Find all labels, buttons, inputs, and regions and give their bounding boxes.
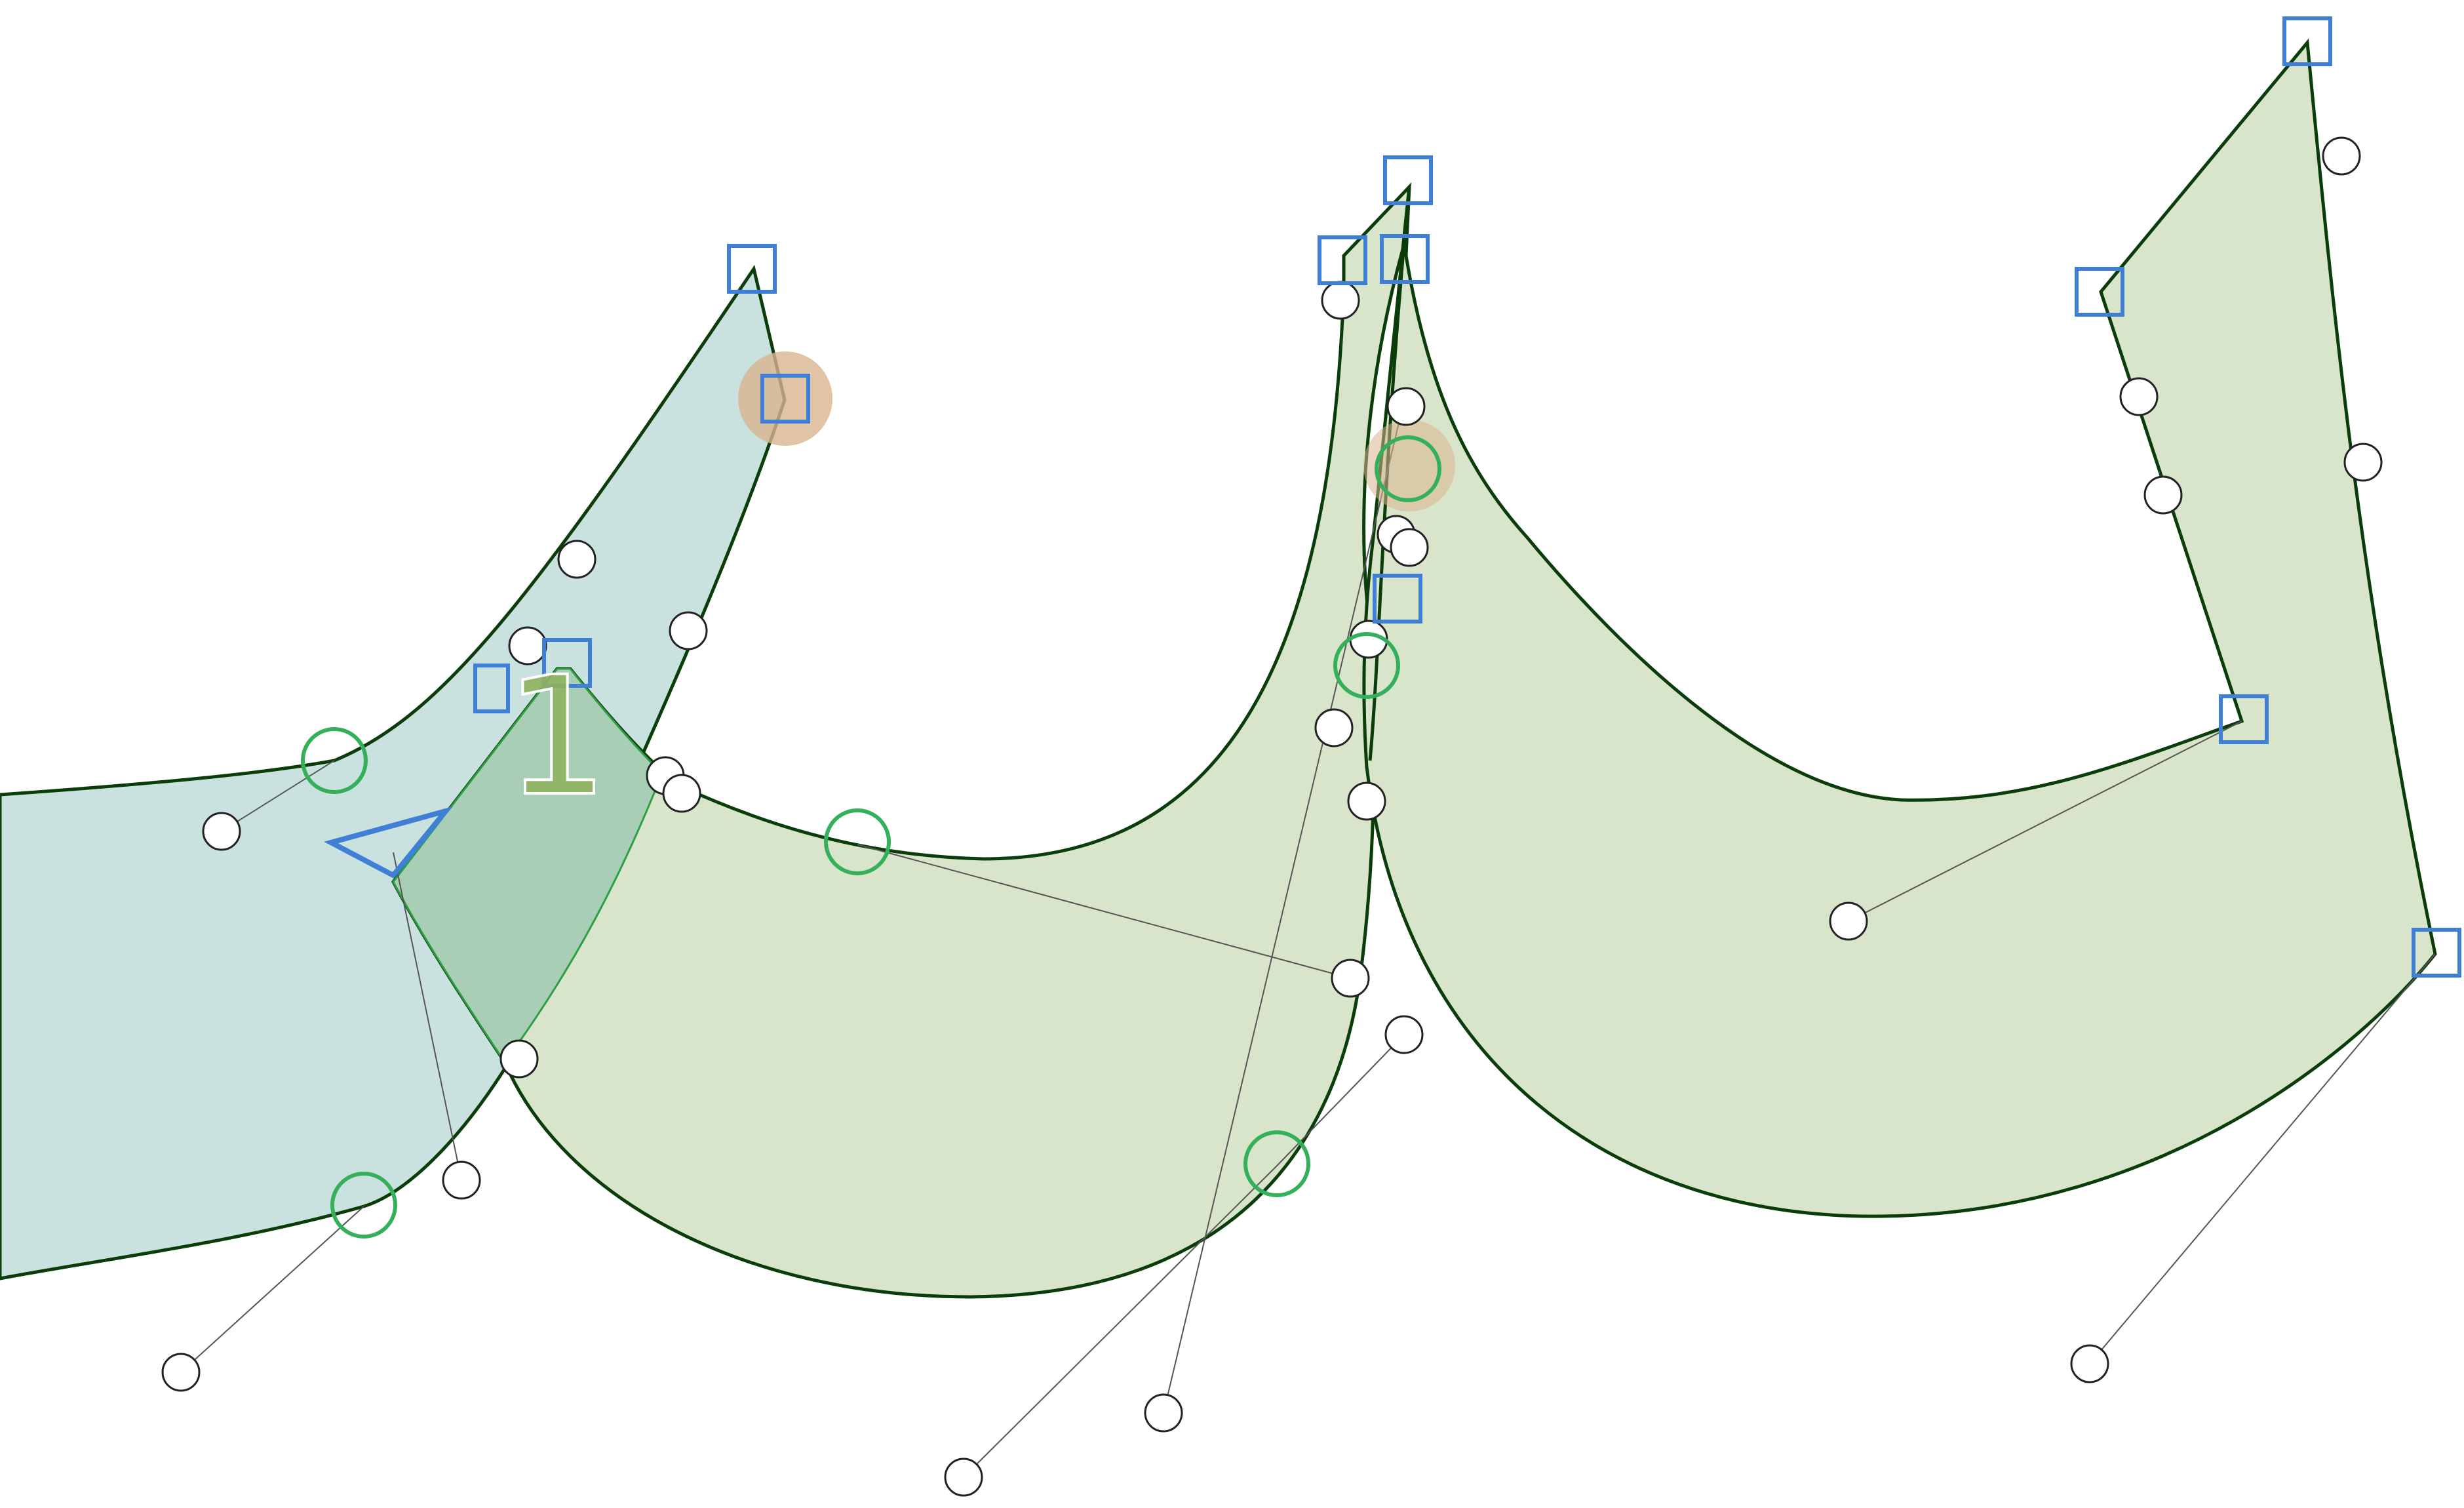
- overlap-region: [392, 667, 663, 1064]
- smooth-point[interactable]: [1375, 435, 1441, 502]
- control-point[interactable]: [1144, 1393, 1183, 1433]
- handle-lines: [180, 406, 2436, 1478]
- corner-point[interactable]: [2412, 928, 2461, 978]
- control-point[interactable]: [2322, 136, 2361, 176]
- control-point[interactable]: [1347, 782, 1386, 821]
- contour-index-label: 1: [505, 641, 609, 832]
- contour-c-fill[interactable]: [1362, 38, 2437, 1218]
- smooth-point[interactable]: [824, 808, 891, 875]
- corner-point[interactable]: [473, 664, 510, 713]
- smooth-point[interactable]: [301, 727, 368, 794]
- corner-point[interactable]: [2219, 694, 2269, 744]
- corner-point[interactable]: [1380, 234, 1430, 284]
- control-points[interactable]: [161, 136, 2383, 1497]
- corner-point[interactable]: [1383, 155, 1433, 205]
- corner-points[interactable]: [473, 16, 2461, 978]
- smooth-points[interactable]: [301, 435, 1441, 1239]
- control-point[interactable]: [2143, 475, 2183, 515]
- control-point[interactable]: [2070, 1344, 2109, 1383]
- triangle-direction-icon: [324, 806, 454, 879]
- control-point[interactable]: [2119, 377, 2159, 416]
- corner-point[interactable]: [2075, 267, 2124, 317]
- corner-point[interactable]: [542, 638, 592, 688]
- corner-point[interactable]: [727, 244, 777, 294]
- control-point[interactable]: [1384, 1015, 1424, 1054]
- corner-point[interactable]: [1318, 235, 1367, 285]
- smooth-point[interactable]: [1333, 632, 1400, 699]
- control-point[interactable]: [944, 1458, 983, 1497]
- control-point[interactable]: [1390, 528, 1429, 567]
- smooth-point[interactable]: [1243, 1130, 1310, 1197]
- control-point[interactable]: [2343, 443, 2383, 482]
- control-point[interactable]: [161, 1353, 201, 1392]
- smooth-point[interactable]: [330, 1172, 397, 1239]
- control-point[interactable]: [1829, 902, 1868, 941]
- corner-point[interactable]: [1373, 574, 1422, 624]
- selection-halo: [738, 351, 832, 446]
- control-point[interactable]: [669, 611, 708, 650]
- control-point[interactable]: [1321, 281, 1360, 320]
- control-point[interactable]: [499, 1039, 539, 1079]
- control-point[interactable]: [1314, 708, 1354, 747]
- control-point[interactable]: [202, 812, 241, 851]
- corner-point[interactable]: [760, 374, 810, 424]
- control-point[interactable]: [1386, 387, 1426, 426]
- control-point[interactable]: [557, 540, 596, 579]
- control-point[interactable]: [1331, 959, 1370, 998]
- control-point[interactable]: [662, 774, 701, 813]
- corner-point[interactable]: [2282, 16, 2332, 66]
- control-point[interactable]: [442, 1161, 481, 1200]
